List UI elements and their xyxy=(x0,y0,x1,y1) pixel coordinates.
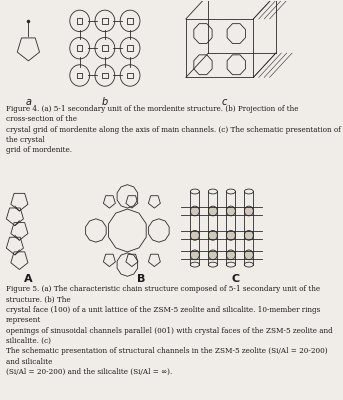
Circle shape xyxy=(226,206,235,216)
Circle shape xyxy=(244,206,253,216)
Text: B: B xyxy=(137,274,145,284)
Circle shape xyxy=(208,206,217,216)
Text: b: b xyxy=(102,97,108,107)
Circle shape xyxy=(190,250,199,260)
Text: A: A xyxy=(24,274,33,284)
Circle shape xyxy=(226,230,235,240)
Circle shape xyxy=(244,230,253,240)
Text: Figure 4. (a) 5-1 secondary unit of the mordenite structure. (b) Projection of t: Figure 4. (a) 5-1 secondary unit of the … xyxy=(6,105,341,154)
Text: C: C xyxy=(231,274,239,284)
Circle shape xyxy=(190,206,199,216)
Circle shape xyxy=(226,250,235,260)
Circle shape xyxy=(208,230,217,240)
Text: a: a xyxy=(25,97,32,107)
Text: c: c xyxy=(222,97,227,107)
Circle shape xyxy=(208,250,217,260)
Circle shape xyxy=(190,230,199,240)
Text: Figure 5. (a) The characteristic chain structure composed of 5-1 secondary unit : Figure 5. (a) The characteristic chain s… xyxy=(6,285,333,376)
Circle shape xyxy=(244,250,253,260)
